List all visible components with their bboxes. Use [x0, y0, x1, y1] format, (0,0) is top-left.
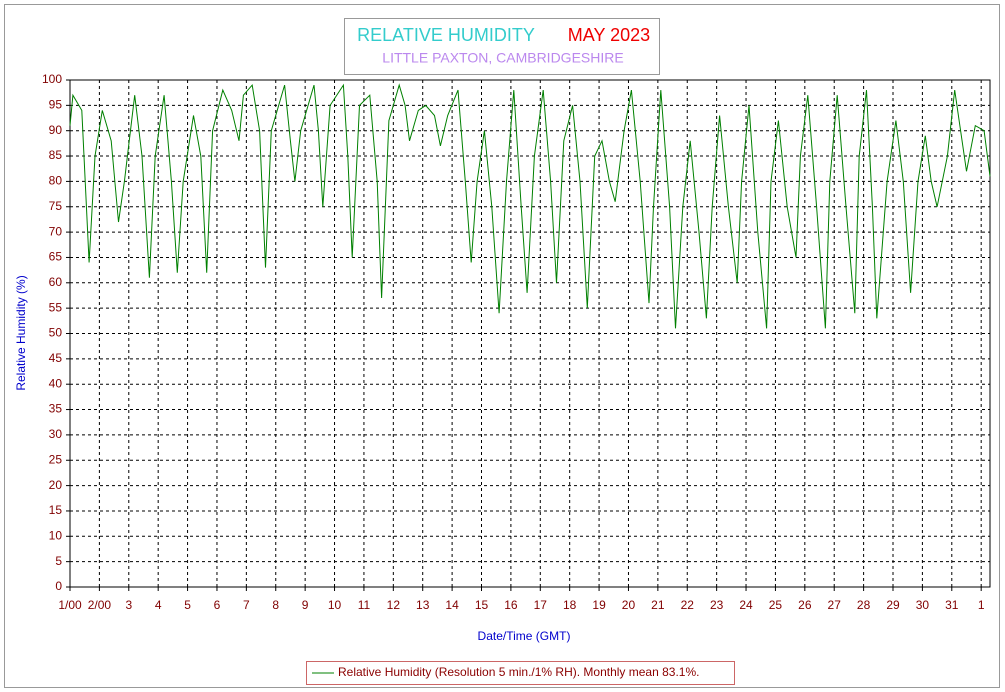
- x-tick-label: 13: [416, 598, 430, 612]
- x-tick-label: 8: [272, 598, 279, 612]
- y-tick-label: 35: [49, 402, 63, 416]
- x-tick-label: 19: [592, 598, 606, 612]
- y-tick-label: 100: [42, 72, 62, 86]
- plot-background: [69, 79, 991, 588]
- chart-title-date: MAY 2023: [568, 25, 650, 45]
- x-tick-label: 26: [798, 598, 812, 612]
- x-tick-label: 11: [358, 598, 371, 612]
- y-tick-label: 10: [49, 528, 63, 542]
- legend-label: Relative Humidity (Resolution 5 min./1% …: [338, 665, 699, 679]
- x-tick-label: 17: [534, 598, 548, 612]
- y-tick-label: 90: [49, 123, 63, 137]
- x-tick-label: 9: [302, 598, 309, 612]
- x-tick-label: 21: [651, 598, 665, 612]
- y-tick-label: 55: [49, 300, 63, 314]
- x-tick-label: 22: [681, 598, 695, 612]
- x-tick-label: 16: [504, 598, 518, 612]
- y-tick-label: 70: [49, 224, 63, 238]
- x-tick-label: 14: [445, 598, 459, 612]
- y-tick-label: 95: [49, 98, 63, 112]
- chart-title: RELATIVE HUMIDITY: [357, 25, 535, 45]
- chart-subtitle: LITTLE PAXTON, CAMBRIDGESHIRE: [382, 50, 623, 66]
- y-tick-label: 25: [49, 452, 63, 466]
- x-tick-label: 15: [475, 598, 489, 612]
- x-tick-label: 18: [563, 598, 577, 612]
- title-box: [344, 18, 660, 75]
- y-tick-label: 0: [55, 579, 62, 593]
- x-tick-label: 24: [739, 598, 753, 612]
- y-tick-label: 40: [49, 376, 63, 390]
- x-axis-title: Date/Time (GMT): [478, 629, 571, 643]
- x-tick-label: 30: [916, 598, 930, 612]
- x-tick-label: 12: [387, 598, 401, 612]
- x-tick-label: 10: [328, 598, 342, 612]
- x-tick-label: 29: [886, 598, 900, 612]
- legend: [306, 661, 735, 685]
- y-axis-title: Relative Humidity (%): [14, 275, 28, 390]
- x-tick-label: 25: [769, 598, 783, 612]
- y-tick-label: 20: [49, 478, 63, 492]
- y-tick-label: 15: [49, 503, 63, 517]
- y-tick-label: 80: [49, 174, 63, 188]
- x-tick-label: 1/00: [58, 598, 82, 612]
- data-line: [69, 83, 991, 329]
- y-tick-label: 5: [55, 554, 62, 568]
- x-tick-label: 6: [214, 598, 221, 612]
- y-tick-label: 30: [49, 427, 63, 441]
- y-tick-label: 85: [49, 148, 63, 162]
- x-tick-label: 1: [978, 598, 985, 612]
- x-tick-label: 31: [945, 598, 959, 612]
- x-tick-label: 28: [857, 598, 871, 612]
- x-tick-label: 7: [243, 598, 250, 612]
- y-tick-label: 45: [49, 351, 63, 365]
- x-tick-label: 2/00: [88, 598, 112, 612]
- x-tick-label: 4: [155, 598, 162, 612]
- x-tick-label: 27: [828, 598, 842, 612]
- y-tick-label: 75: [49, 199, 63, 213]
- y-tick-label: 65: [49, 250, 63, 264]
- y-tick-label: 50: [49, 326, 63, 340]
- x-tick-label: 23: [710, 598, 724, 612]
- x-tick-label: 5: [184, 598, 191, 612]
- x-tick-label: 20: [622, 598, 636, 612]
- y-tick-label: 60: [49, 275, 63, 289]
- x-tick-label: 3: [125, 598, 132, 612]
